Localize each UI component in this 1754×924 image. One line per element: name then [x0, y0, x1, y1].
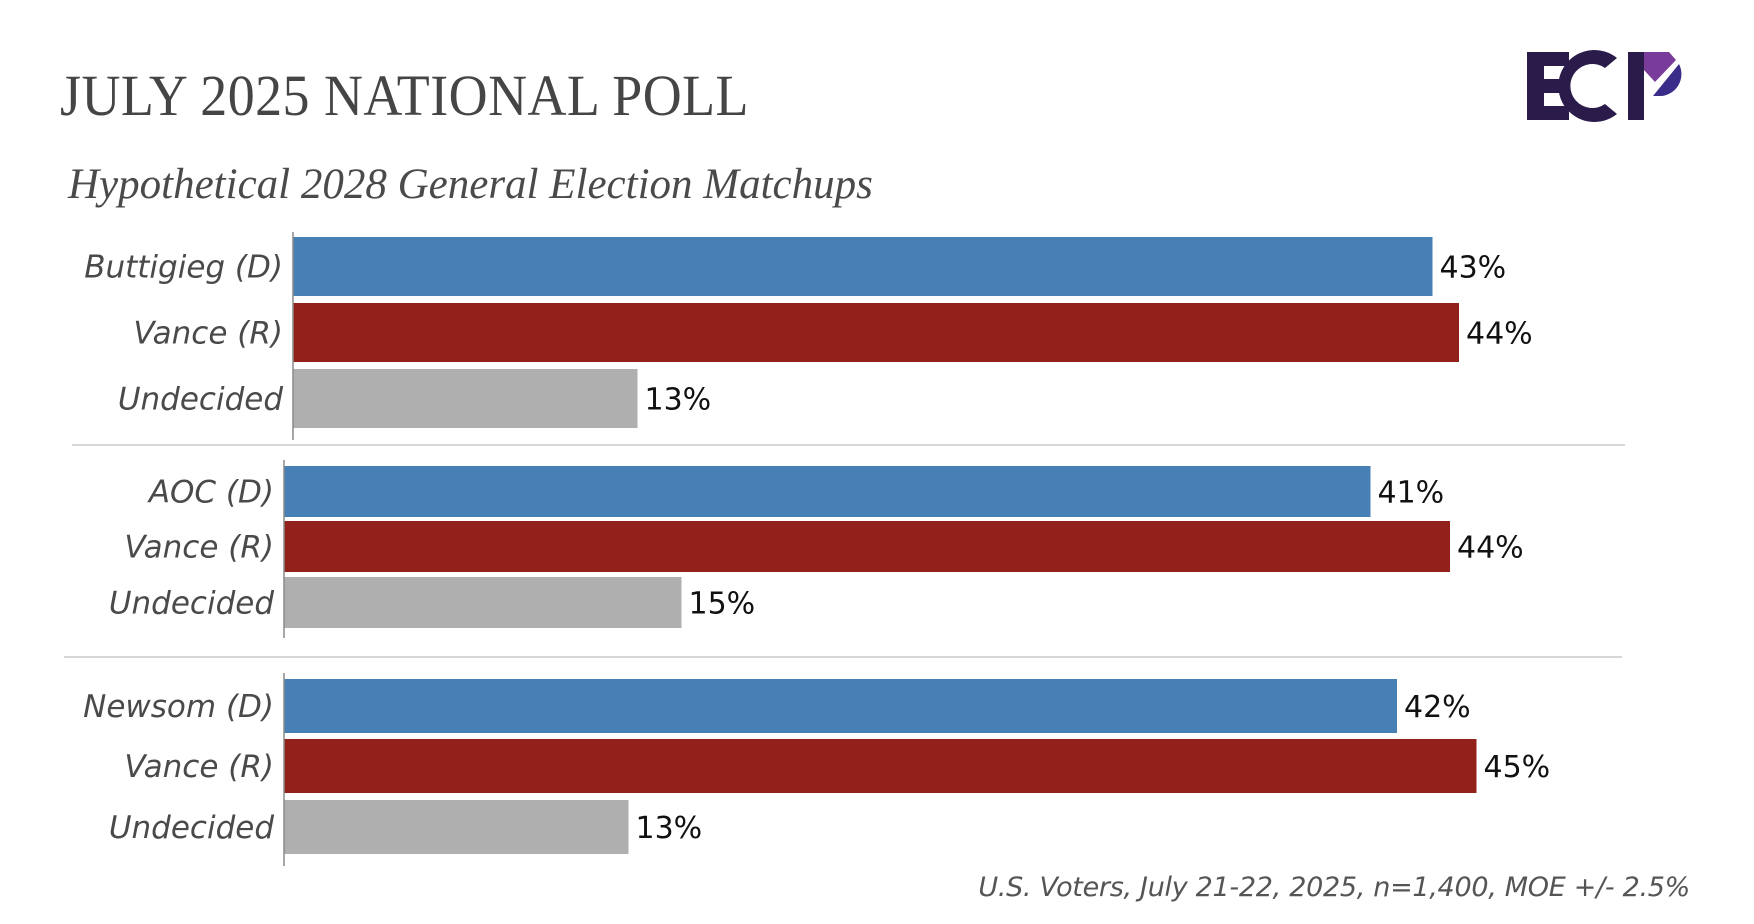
ecp-logo: [1527, 50, 1682, 122]
matchup-group: AOC (D) 41% Vance (R) 44% Undecided 15%: [64, 460, 1622, 658]
bar-democrat: [293, 237, 1433, 296]
bar-undecided: [284, 577, 682, 628]
category-label: Vance (R): [124, 530, 274, 566]
logo-letter-e: [1527, 52, 1569, 120]
logo-check-blue: [1653, 64, 1682, 96]
data-label: 41%: [1378, 476, 1445, 511]
category-label: Undecided: [118, 382, 283, 418]
category-label: Vance (R): [133, 316, 283, 352]
data-label: 44%: [1466, 317, 1533, 352]
footnote: U.S. Voters, July 21-22, 2025, n=1,400, …: [978, 872, 1690, 903]
bar-democrat: [284, 679, 1397, 733]
logo-letter-p-stem: [1628, 52, 1644, 120]
category-label: Vance (R): [124, 749, 274, 785]
category-label: AOC (D): [147, 475, 274, 511]
chart-subtitle: Hypothetical 2028 General Election Match…: [68, 161, 873, 208]
data-label: 42%: [1404, 690, 1471, 725]
category-label: Buttigieg (D): [84, 250, 283, 286]
category-label: Undecided: [109, 586, 274, 622]
bar-undecided: [293, 369, 638, 428]
matchup-group: Newsom (D) 42% Vance (R) 45% Undecided 13%: [83, 673, 1550, 866]
data-label: 43%: [1440, 251, 1507, 286]
data-label: 13%: [645, 383, 712, 418]
logo-check-purple: [1644, 52, 1676, 82]
bar-republican: [284, 521, 1450, 572]
logo-letter-c: [1558, 50, 1617, 122]
bar-undecided: [284, 800, 629, 854]
matchup-group: Buttigieg (D) 43% Vance (R) 44% Undecided 13%: [72, 232, 1625, 446]
bar-democrat: [284, 466, 1371, 517]
data-label: 15%: [689, 587, 756, 622]
bar-republican: [293, 303, 1459, 362]
category-label: Newsom (D): [83, 689, 274, 725]
data-label: 13%: [636, 811, 703, 846]
bar-republican: [284, 739, 1477, 793]
page-title: JULY 2025 NATIONAL POLL: [60, 63, 749, 128]
data-label: 44%: [1457, 531, 1524, 566]
data-label: 45%: [1484, 750, 1551, 785]
category-label: Undecided: [109, 810, 274, 846]
